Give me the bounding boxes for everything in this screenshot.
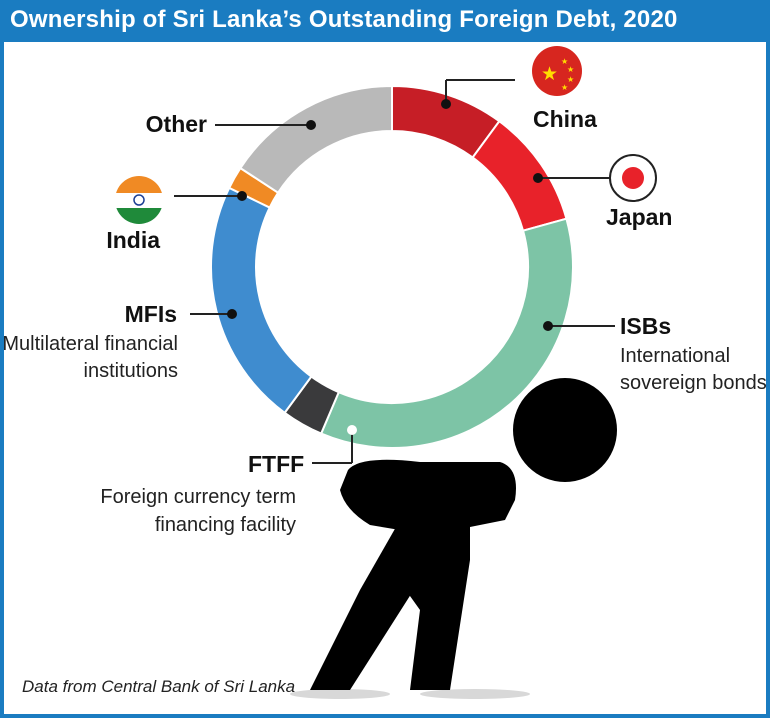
leader-dot-ftff <box>347 425 357 435</box>
label-china: China <box>533 106 597 132</box>
svg-text:★: ★ <box>567 75 574 84</box>
label-ftff-sub-1: Foreign currency term <box>100 486 296 508</box>
label-other: Other <box>146 111 207 137</box>
label-ftff-sub-2: financing facility <box>155 514 296 536</box>
leader-dot-japan <box>533 173 543 183</box>
leader-lines <box>174 79 615 464</box>
label-mfis-sub-2: institutions <box>84 360 179 382</box>
source-note: Data from Central Bank of Sri Lanka <box>22 677 296 696</box>
japan-flag-icon <box>609 154 657 202</box>
label-isbs-sub-2: sovereign bonds <box>620 372 767 394</box>
leader-dot-china <box>441 99 451 109</box>
person-carrying-load-icon <box>290 378 617 699</box>
slice-japan <box>471 119 568 232</box>
leader-dot-mfis <box>227 309 237 319</box>
slice-mfis <box>210 186 313 415</box>
svg-text:★: ★ <box>567 65 574 74</box>
label-mfis: MFIs <box>125 301 177 327</box>
label-japan: Japan <box>606 204 672 230</box>
slice-other <box>239 84 393 195</box>
leader-dot-india <box>237 191 247 201</box>
label-isbs: ISBs <box>620 313 671 339</box>
india-flag-icon <box>115 176 163 224</box>
title-bar: Ownership of Sri Lanka’s Outstanding For… <box>0 0 770 42</box>
leader-dot-other <box>306 120 316 130</box>
svg-text:★: ★ <box>561 83 568 92</box>
leader-dot-isbs <box>543 321 553 331</box>
svg-text:★: ★ <box>541 63 558 85</box>
slice-labels: China Japan ISBs International sovereign… <box>2 106 766 536</box>
svg-text:★: ★ <box>561 57 568 66</box>
china-flag-icon: ★ ★ ★ ★ ★ <box>532 46 582 96</box>
label-india: India <box>106 227 160 253</box>
label-mfis-sub-1: Multilateral financial <box>2 333 178 355</box>
chart-title: Ownership of Sri Lanka’s Outstanding For… <box>10 6 678 33</box>
slice-isbs <box>319 217 574 449</box>
label-isbs-sub-1: International <box>620 345 730 367</box>
leader-dots <box>227 99 553 435</box>
label-ftff: FTFF <box>248 451 304 477</box>
